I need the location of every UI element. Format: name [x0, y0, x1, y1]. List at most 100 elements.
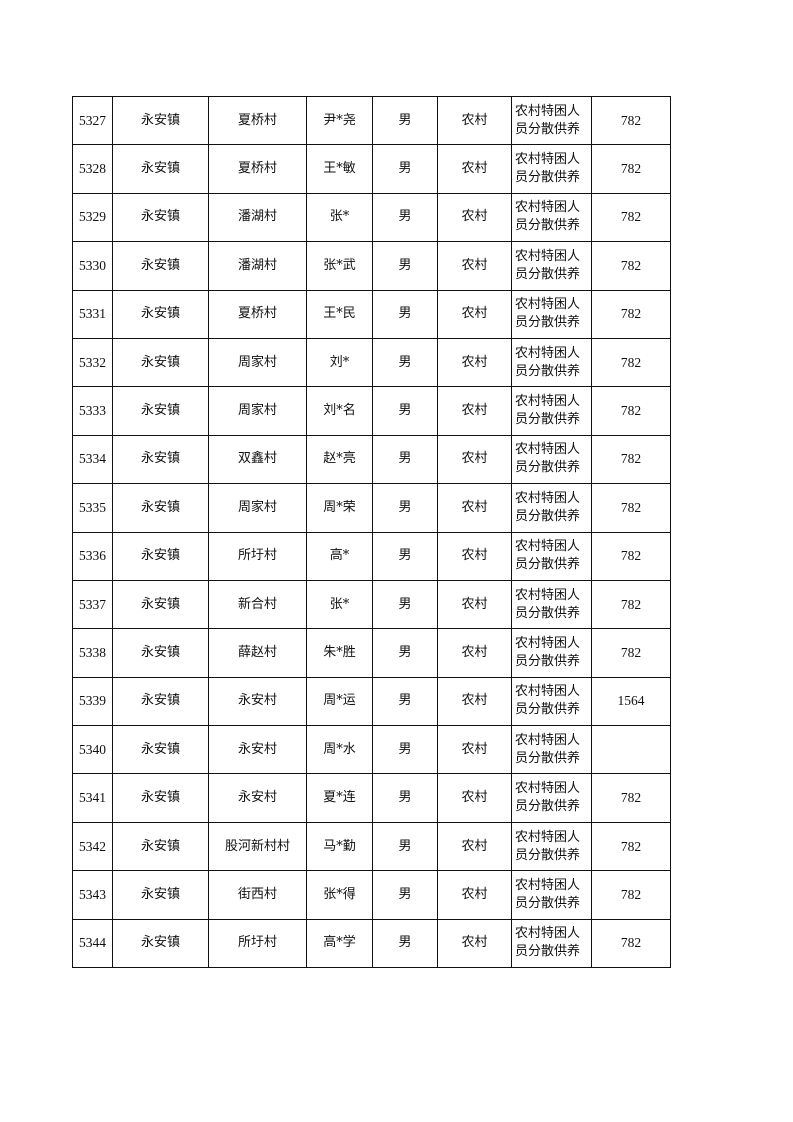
- cell-category: 农村特困人员分散供养: [511, 870, 592, 920]
- cell-area: 农村: [437, 483, 512, 533]
- cell-gender: 男: [372, 725, 438, 775]
- table-row: 5333 永安镇 周家村 刘*名男农村 农村特困人员分散供养 782: [72, 386, 671, 436]
- cell-area: 农村: [437, 531, 512, 581]
- cell-amount: 782: [591, 289, 671, 339]
- cell-gender: 男: [372, 192, 438, 243]
- cell-village: 夏桥村: [208, 289, 307, 339]
- cell-gender: 男: [372, 483, 438, 533]
- cell-town: 永安镇: [112, 918, 209, 969]
- cell-name: 马*勤: [306, 821, 373, 872]
- cell-amount: 782: [591, 579, 671, 630]
- cell-name: 张*武: [306, 241, 373, 291]
- cell-town: 永安镇: [112, 628, 209, 678]
- cell-category: 农村特困人员分散供养: [511, 144, 592, 194]
- cell-name: 夏*连: [306, 773, 373, 823]
- cell-amount: 782: [591, 434, 671, 485]
- cell-area: 农村: [437, 821, 512, 872]
- cell-town: 永安镇: [112, 289, 209, 339]
- table-row: 5338 永安镇 薛赵村 朱*胜男农村 农村特困人员分散供养 782: [72, 628, 671, 678]
- cell-category: 农村特困人员分散供养: [511, 337, 592, 388]
- table-row: 5327 永安镇 夏桥村 尹*尧男农村 农村特困人员分散供养 782: [72, 95, 671, 146]
- cell-row-number: 5335: [72, 483, 113, 533]
- cell-category: 农村特困人员分散供养: [511, 531, 592, 581]
- cell-area: 农村: [437, 676, 512, 727]
- cell-name: 周*荣: [306, 483, 373, 533]
- cell-row-number: 5332: [72, 337, 113, 388]
- cell-row-number: 5333: [72, 386, 113, 436]
- cell-amount: 782: [591, 337, 671, 388]
- cell-town: 永安镇: [112, 386, 209, 436]
- cell-gender: 男: [372, 337, 438, 388]
- table-row: 5341 永安镇 永安村 夏*连男农村 农村特困人员分散供养 782: [72, 773, 671, 823]
- cell-category: 农村特困人员分散供养: [511, 628, 592, 678]
- cell-row-number: 5330: [72, 241, 113, 291]
- cell-area: 农村: [437, 386, 512, 436]
- cell-name: 刘*: [306, 337, 373, 388]
- cell-village: 所圩村: [208, 531, 307, 581]
- cell-gender: 男: [372, 918, 438, 969]
- cell-name: 周*水: [306, 725, 373, 775]
- cell-town: 永安镇: [112, 144, 209, 194]
- cell-name: 尹*尧: [306, 95, 373, 146]
- cell-town: 永安镇: [112, 434, 209, 485]
- cell-amount: 782: [591, 95, 671, 146]
- cell-area: 农村: [437, 579, 512, 630]
- cell-row-number: 5340: [72, 725, 113, 775]
- cell-area: 农村: [437, 337, 512, 388]
- cell-gender: 男: [372, 386, 438, 436]
- table-row: 5340 永安镇 永安村 周*水男农村 农村特困人员分散供养: [72, 725, 671, 775]
- cell-area: 农村: [437, 918, 512, 969]
- cell-category: 农村特困人员分散供养: [511, 483, 592, 533]
- cell-row-number: 5334: [72, 434, 113, 485]
- cell-category: 农村特困人员分散供养: [511, 95, 592, 146]
- table-row: 5344 永安镇 所圩村 高*学男农村 农村特困人员分散供养 782: [72, 918, 671, 969]
- table-body: 5327 永安镇 夏桥村 尹*尧男农村 农村特困人员分散供养 782 5328 永安镇 夏桥村王…: [72, 95, 671, 969]
- cell-gender: 男: [372, 676, 438, 727]
- cell-category: 农村特困人员分散供养: [511, 676, 592, 727]
- cell-category: 农村特困人员分散供养: [511, 725, 592, 775]
- table-row: 5336 永安镇 所圩村 高* 男农村 农村特困人员分散供养 782: [72, 531, 671, 581]
- cell-area: 农村: [437, 95, 512, 146]
- cell-area: 农村: [437, 192, 512, 243]
- cell-name: 王*民: [306, 289, 373, 339]
- cell-area: 农村: [437, 725, 512, 775]
- cell-amount: 782: [591, 628, 671, 678]
- cell-category: 农村特困人员分散供养: [511, 434, 592, 485]
- cell-village: 周家村: [208, 386, 307, 436]
- cell-gender: 男: [372, 241, 438, 291]
- cell-name: 高*学: [306, 918, 373, 969]
- cell-town: 永安镇: [112, 337, 209, 388]
- table-row: 5337 永安镇 新合村 张* 男农村 农村特困人员分散供养 782: [72, 579, 671, 630]
- cell-town: 永安镇: [112, 483, 209, 533]
- cell-name: 周*运: [306, 676, 373, 727]
- cell-gender: 男: [372, 531, 438, 581]
- cell-village: 潘湖村: [208, 241, 307, 291]
- cell-amount: 782: [591, 241, 671, 291]
- cell-row-number: 5338: [72, 628, 113, 678]
- table-row: 5329 永安镇 潘湖村 张* 男农村 农村特困人员分散供养 782: [72, 192, 671, 243]
- cell-village: 所圩村: [208, 918, 307, 969]
- cell-village: 街西村: [208, 870, 307, 920]
- cell-name: 高*: [306, 531, 373, 581]
- cell-area: 农村: [437, 870, 512, 920]
- cell-gender: 男: [372, 144, 438, 194]
- cell-area: 农村: [437, 241, 512, 291]
- cell-category: 农村特困人员分散供养: [511, 579, 592, 630]
- cell-amount: [591, 725, 671, 775]
- table-row: 5343 永安镇 街西村 张*得男农村 农村特困人员分散供养 782: [72, 870, 671, 920]
- cell-category: 农村特困人员分散供养: [511, 918, 592, 969]
- cell-row-number: 5342: [72, 821, 113, 872]
- cell-village: 夏桥村: [208, 95, 307, 146]
- cell-village: 股河新村村: [208, 821, 307, 872]
- cell-row-number: 5341: [72, 773, 113, 823]
- cell-village: 双鑫村: [208, 434, 307, 485]
- cell-row-number: 5331: [72, 289, 113, 339]
- table-row: 5332 永安镇 周家村 刘* 男农村 农村特困人员分散供养 782: [72, 337, 671, 388]
- cell-area: 农村: [437, 773, 512, 823]
- cell-gender: 男: [372, 870, 438, 920]
- cell-name: 王*敏: [306, 144, 373, 194]
- cell-row-number: 5328: [72, 144, 113, 194]
- table-row: 5330 永安镇 潘湖村 张*武男农村 农村特困人员分散供养 782: [72, 241, 671, 291]
- cell-amount: 782: [591, 773, 671, 823]
- cell-row-number: 5337: [72, 579, 113, 630]
